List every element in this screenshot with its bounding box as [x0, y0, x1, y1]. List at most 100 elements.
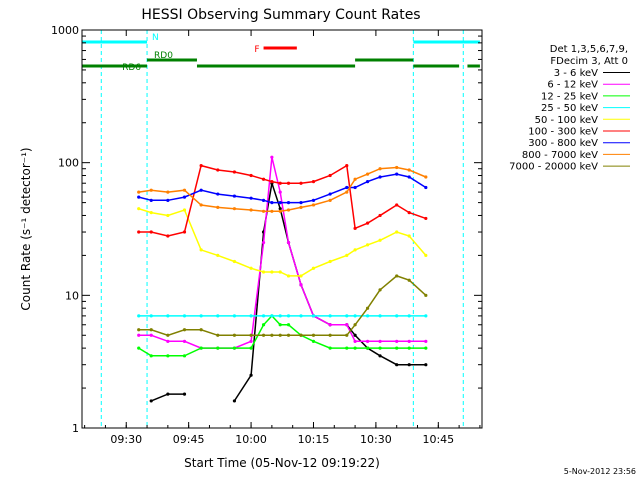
y-axis-label: Count Rate (s⁻¹ detector⁻¹) [19, 147, 33, 310]
series-point [137, 333, 141, 337]
series-point [345, 190, 349, 194]
legend-entry-label: 7000 - 20000 keV [509, 162, 598, 173]
series-point [166, 190, 170, 194]
series-point [407, 278, 411, 282]
legend-header: FDecim 3, Att 0 [550, 56, 628, 67]
series-point [286, 181, 291, 185]
series-point [216, 346, 220, 350]
series-point [249, 333, 253, 337]
series-point [182, 314, 187, 318]
series-point [299, 314, 303, 318]
series-point [286, 323, 291, 327]
series-point [216, 192, 220, 196]
y-tick-label: 1 [72, 422, 79, 435]
series-point [286, 333, 291, 337]
series-line-4 [138, 207, 427, 277]
series-point [378, 213, 382, 218]
series-point [424, 185, 428, 190]
x-tick-label: 10:30 [360, 433, 392, 446]
series-point [137, 195, 141, 199]
series-point [199, 346, 203, 350]
series-point [182, 195, 187, 199]
series-point [365, 243, 370, 247]
legend-entry-label: 50 - 100 keV [535, 115, 599, 126]
series-point [182, 339, 187, 343]
flag-label-rd0: RD0 [154, 51, 173, 61]
series-point [149, 230, 153, 234]
series-point [149, 211, 153, 215]
series-point [365, 306, 370, 310]
series-point [261, 270, 266, 274]
series-point [137, 230, 141, 234]
series-point [232, 346, 237, 350]
y-tick-label: 10 [65, 289, 79, 302]
series-point [166, 354, 170, 358]
series-point [353, 314, 357, 318]
x-tick-label: 10:00 [235, 433, 267, 446]
series-point [182, 208, 187, 212]
series-point [395, 339, 399, 343]
legend-entry-label: 25 - 50 keV [541, 103, 598, 114]
series-point [328, 198, 332, 202]
series-point [365, 172, 370, 176]
x-tick-label: 09:30 [110, 433, 142, 446]
series-point [395, 274, 399, 278]
series-line-7 [138, 166, 427, 213]
series-point [232, 207, 237, 211]
series-point [249, 173, 253, 178]
series-point [270, 270, 274, 274]
series-point [232, 259, 237, 264]
series-point [270, 314, 274, 318]
series-point [149, 354, 153, 358]
series-point [182, 392, 187, 396]
series-point [270, 333, 274, 337]
series-point [249, 208, 253, 212]
series-line-1 [138, 157, 426, 349]
x-axis-label: Start Time (05-Nov-12 09:19:22) [184, 456, 380, 470]
series-point [345, 323, 349, 327]
series-point [286, 208, 291, 212]
series-line-0 [150, 182, 426, 402]
legend-entry-label: 300 - 800 keV [528, 138, 598, 149]
series-point [311, 198, 316, 202]
series-line-8 [138, 275, 427, 337]
series-point [328, 173, 332, 178]
series-point [199, 328, 203, 332]
series-point [199, 248, 203, 252]
series-point [311, 266, 316, 270]
plot-frame [81, 29, 483, 429]
series-point [137, 328, 141, 332]
series-point [286, 201, 291, 205]
series-point [216, 253, 220, 257]
series-point [407, 346, 411, 350]
series-point [424, 253, 428, 257]
series-point [270, 209, 274, 213]
x-tick-label: 10:45 [422, 433, 454, 446]
flag-label-rd6: RD6 [122, 63, 141, 73]
series-point [365, 221, 370, 225]
series-point [345, 333, 349, 337]
series-point [232, 314, 237, 318]
y-tick-label: 100 [58, 157, 79, 170]
series-point [378, 339, 382, 343]
series-point [261, 209, 266, 213]
series-point [299, 181, 303, 185]
axes: 09:30 09:45 10:00 10:15 10:30 10:45 1 10 100 1000 [51, 24, 482, 446]
series-point [278, 333, 282, 337]
series-point [261, 240, 266, 245]
series-point [166, 198, 170, 202]
series-point [365, 314, 370, 318]
series-point [365, 339, 370, 343]
series-point [378, 175, 382, 179]
series-point [299, 333, 303, 337]
series-point [182, 354, 187, 358]
series-point [407, 234, 411, 238]
series-point [328, 346, 332, 350]
series-point [149, 198, 153, 202]
series-point [182, 230, 187, 234]
series-point [407, 339, 411, 343]
series-line-6 [138, 173, 427, 204]
chart-title: HESSI Observing Summary Count Rates [141, 7, 420, 23]
series-point [278, 323, 282, 327]
